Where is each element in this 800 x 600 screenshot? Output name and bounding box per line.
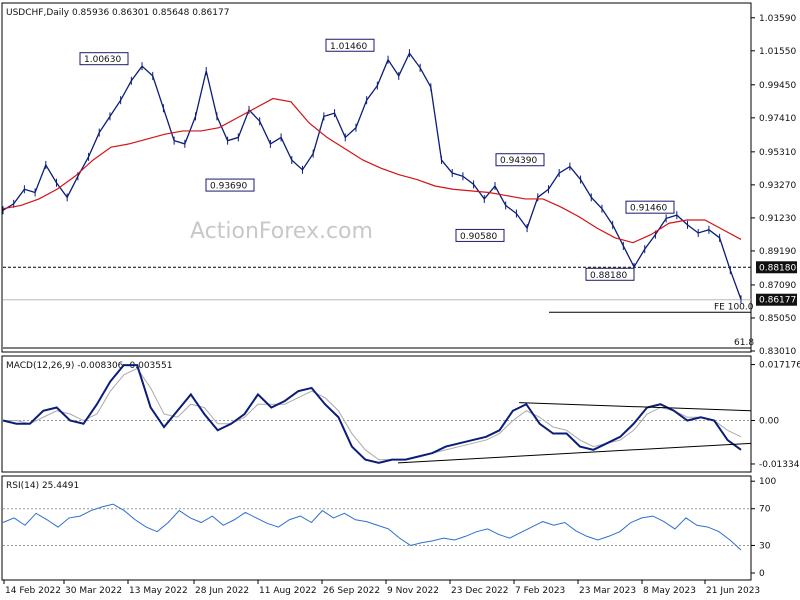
macd-trendline — [519, 402, 752, 412]
x-tick-label: 9 Nov 2022 — [387, 586, 439, 596]
rsi-panel-frame — [1, 475, 752, 581]
rsi-tick-label: 100 — [759, 477, 776, 487]
macd-signal-line — [3, 367, 742, 461]
price-tick-label: 0.95310 — [759, 148, 796, 158]
current-price-tag-label: 0.86177 — [759, 296, 796, 306]
price-annotation-box — [79, 52, 129, 66]
price-annotation-box — [585, 267, 635, 281]
price-tick-label: 0.83010 — [759, 347, 796, 357]
price-annotation-label: 1.00630 — [84, 55, 121, 65]
rsi-tick-label: 30 — [759, 541, 771, 551]
price-tick-label: 0.89190 — [759, 247, 796, 257]
price-annotation-label: 0.91460 — [630, 204, 667, 214]
price-panel-frame — [1, 2, 752, 353]
x-tick-label: 21 Jun 2023 — [706, 586, 760, 596]
support-tag — [756, 261, 797, 274]
price-tick-label: 0.91230 — [759, 214, 796, 224]
rsi-title: RSI(14) 25.4491 — [6, 481, 79, 491]
price-title: USDCHF,Daily 0.85936 0.86301 0.85648 0.8… — [6, 8, 229, 18]
watermark: ActionForex.com — [190, 219, 373, 244]
price-annotation-box — [625, 200, 675, 214]
x-tick-label: 11 Aug 2022 — [259, 586, 317, 596]
x-tick-label: 7 Feb 2023 — [515, 586, 565, 596]
price-annotation-box — [205, 178, 255, 192]
price-series-line — [2, 51, 742, 300]
macd-line — [2, 364, 742, 464]
x-tick-label: 8 May 2023 — [643, 586, 696, 596]
price-tick-label: 1.03590 — [759, 14, 796, 24]
moving-average-line — [2, 97, 742, 244]
x-tick-label: 26 Sep 2022 — [323, 586, 380, 596]
price-tick-label: 0.85050 — [759, 314, 796, 324]
macd-panel-frame — [1, 355, 752, 473]
x-tick-label: 23 Dec 2022 — [451, 586, 509, 596]
x-tick-label: 23 Mar 2023 — [579, 586, 636, 596]
fe-100-label: FE 100.0 — [714, 302, 754, 312]
fe-618-label: 61.8 — [734, 338, 754, 348]
price-annotation-box — [325, 38, 375, 52]
current-price-tag — [756, 293, 797, 306]
price-tick-label: 1.01550 — [759, 47, 796, 57]
price-annotation-box — [455, 228, 505, 242]
rsi-line — [2, 503, 742, 551]
x-tick-label: 30 Mar 2022 — [65, 586, 122, 596]
macd-tick-label: 0.017176 — [759, 361, 800, 371]
price-tick-label: 0.99450 — [759, 81, 796, 91]
support-tag-label: 0.88180 — [759, 263, 796, 273]
macd-tick-label: -0.01334 — [759, 460, 800, 470]
rsi-tick-label: 70 — [759, 505, 771, 515]
price-annotation-label: 0.93690 — [210, 182, 247, 192]
x-tick-label: 13 May 2022 — [129, 586, 188, 596]
macd-title: MACD(12,26,9) -0.008306 -0.003551 — [6, 361, 172, 371]
x-tick-label: 14 Feb 2022 — [5, 586, 61, 596]
macd-trendline — [397, 442, 752, 464]
price-annotation-label: 0.94390 — [500, 156, 537, 166]
price-tick-label: 0.97410 — [759, 114, 796, 124]
price-annotation-label: 0.88180 — [590, 271, 627, 281]
price-annotation-box — [495, 153, 545, 167]
macd-tick-label: 0.00 — [759, 417, 779, 427]
x-tick-label: 28 Jun 2022 — [195, 586, 249, 596]
price-tick-label: 0.87090 — [759, 281, 796, 291]
price-tick-label: 0.93270 — [759, 181, 796, 191]
price-annotation-label: 1.01460 — [330, 42, 367, 52]
price-annotation-label: 0.90580 — [460, 232, 497, 242]
rsi-tick-label: 0 — [759, 569, 765, 579]
